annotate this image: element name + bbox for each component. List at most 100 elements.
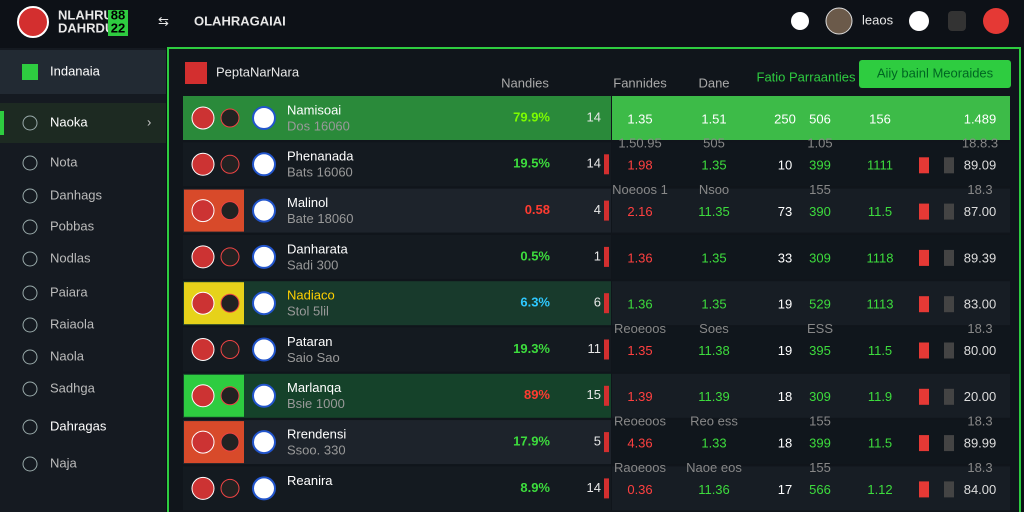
odds[interactable]: 1113 [867, 297, 894, 312]
sidebar-item[interactable]: Indanaia [50, 63, 101, 78]
sidebar-item[interactable]: Paiara [50, 284, 88, 299]
odds[interactable]: 399 [809, 436, 831, 451]
odds[interactable]: 399 [809, 158, 831, 173]
column-header: Fannides [613, 75, 667, 90]
odds[interactable]: 11.5 [868, 204, 892, 219]
odds[interactable]: 2.16 [627, 204, 652, 219]
button-label[interactable]: Aiiy bainl Meoraides [877, 65, 994, 80]
odds[interactable]: 1.489 [964, 111, 997, 126]
sidebar-icon [22, 419, 38, 435]
odds[interactable]: 84.00 [964, 482, 997, 497]
odds[interactable]: 1.35 [701, 250, 726, 265]
odds[interactable]: 11.35 [698, 204, 730, 219]
odds[interactable]: 250 [774, 111, 796, 126]
odds[interactable]: 1.39 [627, 389, 652, 404]
indicator-dark [944, 157, 954, 174]
odds[interactable]: 20.00 [964, 389, 997, 404]
indicator-dark [944, 342, 954, 359]
row-odds [612, 373, 1010, 418]
odds[interactable]: 33 [778, 250, 792, 265]
sidebar-item[interactable]: Raiaola [50, 316, 95, 331]
odds[interactable]: 566 [809, 482, 831, 497]
team-name[interactable]: Danharata [287, 241, 348, 256]
odds[interactable]: 309 [809, 389, 831, 404]
odds[interactable]: 1.35 [627, 111, 652, 126]
odds[interactable]: 156 [869, 111, 891, 126]
icon[interactable] [948, 11, 966, 31]
odds[interactable]: 1.36 [627, 250, 652, 265]
sidebar-item[interactable]: Sadhga [50, 380, 96, 395]
odds[interactable]: 11.38 [698, 343, 730, 358]
odds[interactable]: 529 [809, 297, 831, 312]
logo[interactable] [17, 6, 49, 38]
odds[interactable]: 1.35 [701, 297, 726, 312]
note: Reo ess [690, 414, 738, 429]
team-name[interactable]: Marlanqa [287, 380, 342, 395]
icon[interactable] [909, 11, 929, 31]
sidebar-item[interactable]: Naoka [50, 114, 88, 129]
odds[interactable]: 309 [809, 250, 831, 265]
row-odds [612, 188, 1010, 233]
odds[interactable]: 390 [809, 204, 831, 219]
odds[interactable]: 1.51 [701, 111, 726, 126]
odds[interactable]: 11.9 [868, 389, 892, 404]
odds[interactable]: 1.35 [701, 158, 726, 173]
sidebar-icon [22, 64, 38, 80]
odds[interactable]: 4.36 [627, 436, 652, 451]
sidebar-item[interactable]: Nodlas [50, 250, 91, 265]
sidebar-item[interactable]: Naola [50, 348, 85, 363]
chevron: › [147, 114, 151, 129]
menu-icon[interactable]: ⇆ [158, 13, 169, 28]
team-name[interactable]: Malinol [287, 195, 328, 210]
odds[interactable]: 1.36 [627, 297, 652, 312]
icon[interactable] [983, 8, 1009, 34]
count: 11 [588, 341, 602, 356]
odds[interactable]: 0.36 [627, 482, 652, 497]
avatar[interactable] [825, 7, 853, 35]
odds[interactable]: 80.00 [964, 343, 997, 358]
odds[interactable]: 19 [778, 343, 792, 358]
odds[interactable]: 89.39 [964, 250, 997, 265]
odds[interactable]: 19 [778, 297, 792, 312]
action-button[interactable] [859, 60, 1011, 88]
odds[interactable]: 11.5 [868, 436, 892, 451]
odds[interactable]: 11.5 [868, 343, 892, 358]
sidebar-item[interactable]: Nota [50, 154, 78, 169]
odds[interactable]: 1.35 [627, 343, 652, 358]
odds[interactable]: 1111 [867, 158, 893, 173]
odds[interactable]: 1118 [867, 250, 894, 265]
odds[interactable]: 1.12 [867, 482, 892, 497]
team-name[interactable]: Namisoai [287, 102, 341, 117]
odds[interactable]: 1.98 [627, 158, 652, 173]
odds[interactable]: 11.36 [698, 482, 730, 497]
sidebar-item[interactable]: Danhags [50, 187, 103, 202]
sidebar-icon [22, 456, 38, 472]
team-name[interactable]: Phenanada [287, 149, 354, 164]
odds[interactable]: 87.00 [964, 204, 997, 219]
odds[interactable]: 89.99 [964, 436, 997, 451]
badge [220, 247, 240, 267]
odds[interactable]: 18 [778, 436, 792, 451]
odds[interactable]: 395 [809, 343, 831, 358]
badge [252, 430, 276, 455]
team-name[interactable]: Nadiaco [287, 288, 335, 303]
sidebar-item[interactable]: Dahragas [50, 418, 107, 433]
sidebar-item[interactable]: Pobbas [50, 218, 95, 233]
team-name[interactable]: Pataran [287, 334, 333, 349]
odds[interactable]: 83.00 [964, 297, 997, 312]
search-icon[interactable] [791, 12, 809, 30]
team-name[interactable]: Reanira [287, 473, 333, 488]
badge [252, 383, 276, 408]
team-name[interactable]: Rrendensi [287, 427, 346, 442]
sidebar-item[interactable]: Naja [50, 455, 78, 470]
app-title: OLAHRAGAIAI [194, 13, 286, 28]
odds[interactable]: 18 [778, 389, 792, 404]
odds[interactable]: 89.09 [964, 158, 997, 173]
odds[interactable]: 11.39 [698, 389, 730, 404]
odds[interactable]: 17 [778, 482, 792, 497]
row-odds [612, 420, 1010, 465]
odds[interactable]: 506 [809, 111, 831, 126]
odds[interactable]: 1.33 [701, 436, 726, 451]
odds[interactable]: 73 [778, 204, 792, 219]
odds[interactable]: 10 [778, 158, 792, 173]
